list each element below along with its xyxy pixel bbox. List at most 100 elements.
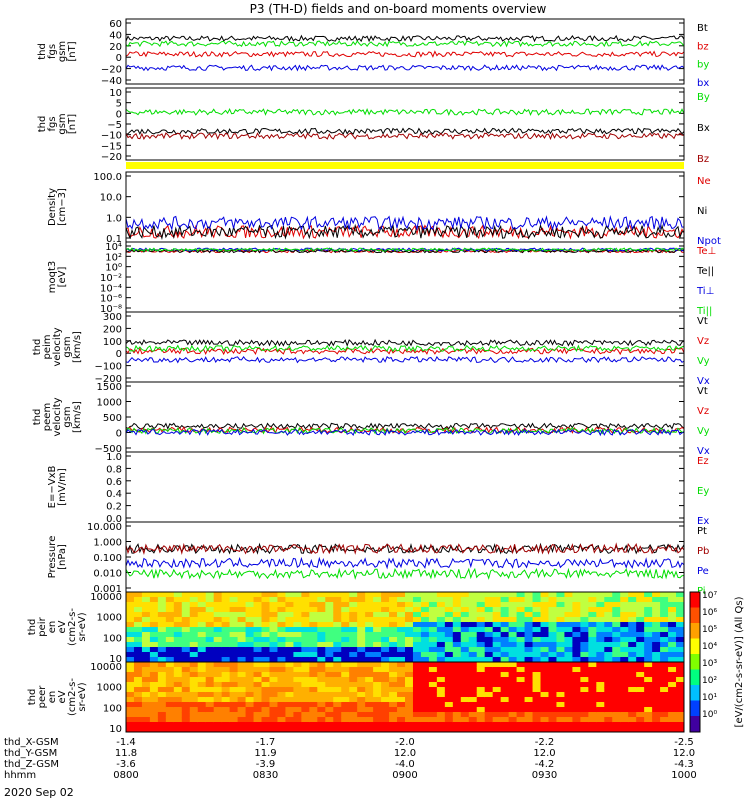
ylabel-line: [nPa] xyxy=(57,544,68,570)
spec-cell xyxy=(309,722,318,728)
spec-cell xyxy=(333,642,342,648)
spec-cell xyxy=(277,727,286,733)
ytick-label: −20 xyxy=(101,152,122,163)
spec-cell xyxy=(133,712,143,718)
spec-cell xyxy=(229,637,239,643)
spec-cell xyxy=(237,687,247,693)
spec-cell xyxy=(540,607,549,613)
spec-cell xyxy=(205,597,215,603)
spec-cell xyxy=(652,722,661,728)
spec-cell xyxy=(397,702,406,708)
spec-cell xyxy=(213,682,223,688)
spec-cell xyxy=(261,662,270,668)
spec-cell xyxy=(652,627,661,633)
ytick-label: −15 xyxy=(101,141,122,152)
spec-cell xyxy=(165,657,175,663)
spec-cell xyxy=(405,592,414,598)
spec-cell xyxy=(436,717,446,723)
legend-entry: Te⊥ xyxy=(696,246,716,257)
spec-cell xyxy=(420,632,430,638)
spec-cell xyxy=(420,712,430,718)
spec-cell xyxy=(126,712,135,718)
spec-cell xyxy=(133,592,143,598)
spec-cell xyxy=(604,692,613,698)
spec-cell xyxy=(365,632,374,638)
spec-cell xyxy=(460,617,470,623)
spec-cell xyxy=(381,597,390,603)
spec-cell xyxy=(676,617,685,623)
spec-cell xyxy=(221,687,231,693)
spec-cell xyxy=(181,647,191,653)
spec-cell xyxy=(126,622,135,628)
spec-cell xyxy=(221,697,231,703)
spec-cell xyxy=(293,692,302,698)
spec-cell xyxy=(357,677,366,683)
spec-cell xyxy=(652,672,661,678)
spec-cell xyxy=(197,602,207,608)
spec-cell xyxy=(133,627,143,633)
spec-cell xyxy=(357,642,366,648)
spec-cell xyxy=(500,677,510,683)
spec-cell xyxy=(405,682,414,688)
spec-cell xyxy=(540,702,549,708)
spec-cell xyxy=(668,592,677,598)
spec-cell xyxy=(644,602,653,608)
spec-cell xyxy=(325,697,334,703)
spec-cell xyxy=(500,712,510,718)
spec-cell xyxy=(157,622,167,628)
spec-cell xyxy=(524,647,534,653)
spec-cell xyxy=(652,712,661,718)
spec-cell xyxy=(333,717,342,723)
spec-cell xyxy=(173,612,183,618)
spec-cell xyxy=(516,642,526,648)
spec-cell xyxy=(389,627,398,633)
spec-cell xyxy=(126,597,135,603)
xrow-label: hhmm xyxy=(4,770,36,781)
spec-cell xyxy=(516,612,526,618)
spec-cell xyxy=(588,692,597,698)
spec-cell xyxy=(676,662,685,668)
spec-cell xyxy=(317,637,326,643)
spec-cell xyxy=(173,662,183,668)
spec-cell xyxy=(173,592,183,598)
spec-cell xyxy=(420,722,430,728)
spec-cell xyxy=(133,632,143,638)
spec-cell xyxy=(588,597,597,603)
spec-cell xyxy=(580,637,589,643)
spec-cell xyxy=(237,652,247,658)
spec-cell xyxy=(269,692,278,698)
spec-cell xyxy=(349,602,358,608)
spec-cell xyxy=(405,647,414,653)
spec-cell xyxy=(444,607,454,613)
spec-cell xyxy=(349,642,358,648)
spec-cell xyxy=(612,622,621,628)
spec-cell xyxy=(277,607,286,613)
spec-cell xyxy=(484,617,494,623)
spec-cell xyxy=(452,717,462,723)
spec-cell xyxy=(205,622,215,628)
spec-cell xyxy=(676,622,685,628)
ylabel-line: E=−VxB xyxy=(47,466,58,509)
spec-cell xyxy=(309,707,318,713)
spec-cell xyxy=(468,632,478,638)
spec-cell xyxy=(508,712,518,718)
spec-cell xyxy=(325,702,334,708)
spec-cell xyxy=(604,652,613,658)
spec-cell xyxy=(428,642,438,648)
spec-cell xyxy=(452,702,462,708)
spec-cell xyxy=(133,602,143,608)
spec-cell xyxy=(676,692,685,698)
spec-cell xyxy=(333,662,342,668)
spec-cell xyxy=(333,647,342,653)
spec-cell xyxy=(628,637,637,643)
spec-cell xyxy=(333,652,342,658)
spec-cell xyxy=(524,592,534,598)
spec-cell xyxy=(133,672,143,678)
spec-cell xyxy=(357,612,366,618)
spec-cell xyxy=(596,717,605,723)
spec-cell xyxy=(181,607,191,613)
xrow-label: thd_Z-GSM xyxy=(4,759,59,770)
spec-cell xyxy=(660,612,669,618)
spec-cell xyxy=(612,682,621,688)
spec-cell xyxy=(484,602,494,608)
